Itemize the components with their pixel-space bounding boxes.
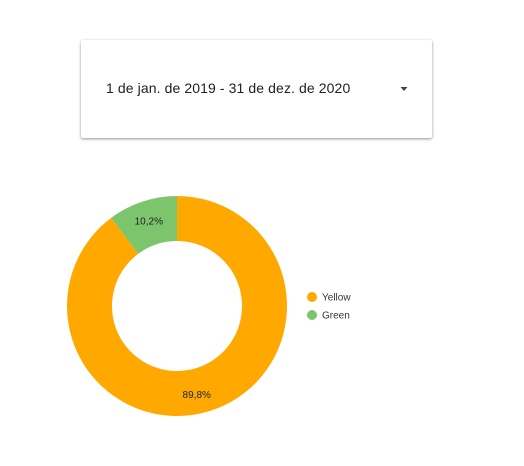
date-range-label: 1 de jan. de 2019 - 31 de dez. de 2020 — [106, 80, 351, 96]
legend-label-yellow[interactable]: Yellow — [322, 293, 351, 304]
data-label-yellow: 89,8% — [183, 390, 211, 401]
slice-labels: 89,8% 10,2% — [135, 217, 211, 401]
legend-swatch-yellow — [307, 292, 317, 302]
date-range-picker[interactable]: 1 de jan. de 2019 - 31 de dez. de 2020 — [81, 40, 432, 138]
data-label-green: 10,2% — [135, 217, 163, 228]
legend-swatch-green — [307, 310, 317, 320]
slice-yellow[interactable] — [66, 196, 287, 417]
legend-label-green[interactable]: Green — [322, 311, 350, 322]
caret-down-icon[interactable] — [399, 86, 409, 92]
slice-green[interactable] — [111, 196, 177, 254]
chart-legend: Yellow Green — [307, 292, 351, 322]
donut-slices — [66, 196, 287, 417]
